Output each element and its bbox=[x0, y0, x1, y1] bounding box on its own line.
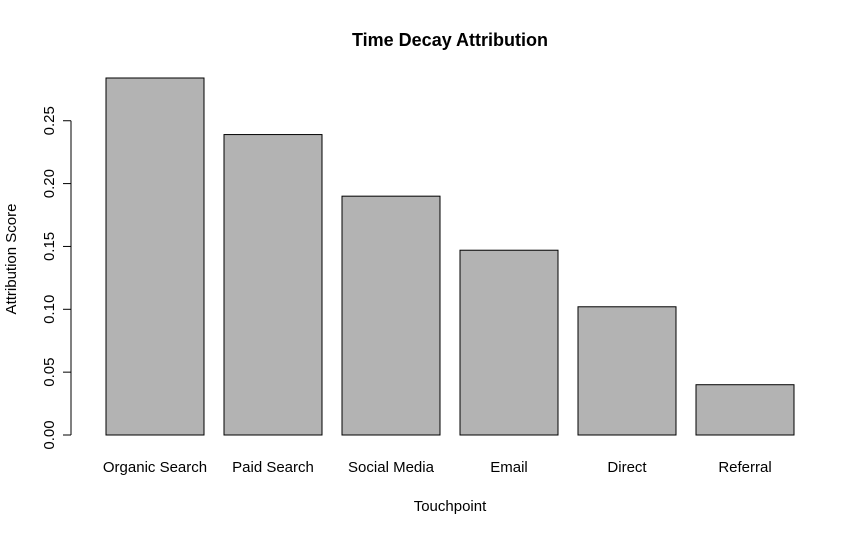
y-tick-label: 0.15 bbox=[41, 232, 58, 261]
bar bbox=[577, 306, 677, 436]
bar bbox=[105, 77, 205, 436]
y-axis-label: Attribution Score bbox=[3, 204, 20, 315]
x-tick-label: Referral bbox=[718, 459, 771, 476]
bar bbox=[695, 384, 795, 436]
y-tick-label: 0.10 bbox=[41, 295, 58, 324]
bar bbox=[223, 134, 323, 436]
bar bbox=[459, 249, 559, 436]
x-tick-label: Email bbox=[490, 459, 528, 476]
y-tick-label: 0.00 bbox=[41, 420, 58, 449]
x-axis-label: Touchpoint bbox=[414, 498, 487, 515]
y-tick-label: 0.05 bbox=[41, 358, 58, 387]
y-tick-label: 0.25 bbox=[41, 106, 58, 135]
y-tick-label: 0.20 bbox=[41, 169, 58, 198]
bar bbox=[341, 195, 441, 436]
x-tick-label: Direct bbox=[607, 459, 647, 476]
x-tick-label: Paid Search bbox=[232, 459, 314, 476]
x-tick-label: Organic Search bbox=[103, 459, 207, 476]
chart-title: Time Decay Attribution bbox=[352, 30, 548, 50]
x-tick-label: Social Media bbox=[348, 459, 435, 476]
